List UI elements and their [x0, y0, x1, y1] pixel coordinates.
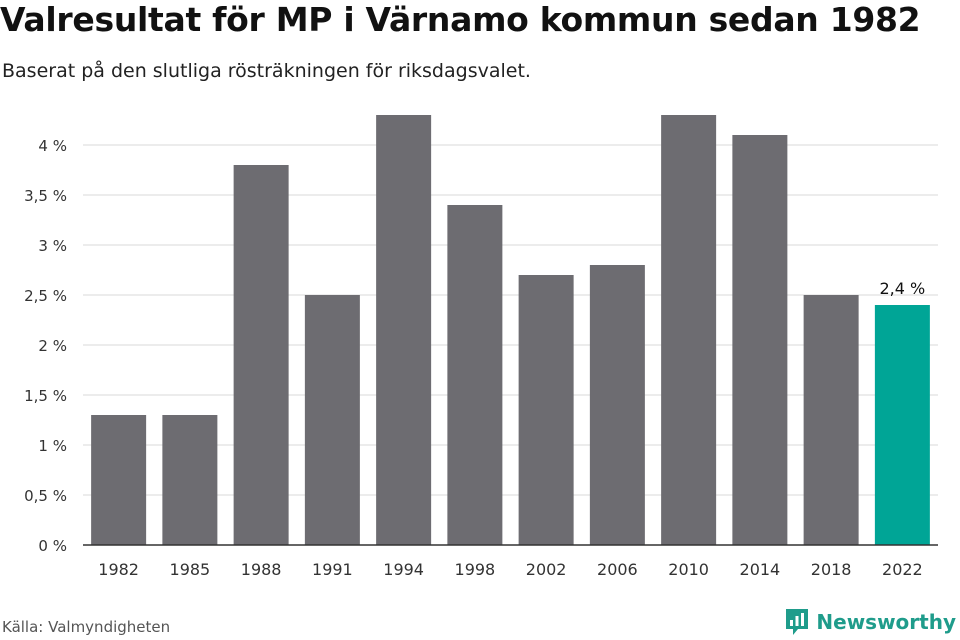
data-label: 2,4 % — [880, 279, 926, 298]
chart-subtitle: Baserat på den slutliga rösträkningen fö… — [2, 60, 531, 82]
y-tick-label: 1 % — [38, 437, 67, 455]
bar-chart: 0 % 0,5 % 1 % 1,5 % 2 % 2,5 % 3 % 3,5 % 4 % 1982 1… — [24, 115, 938, 579]
bar — [518, 275, 574, 545]
x-tick-label: 1991 — [312, 560, 353, 579]
x-tick-label: 1985 — [170, 560, 211, 579]
bar-chart-icon — [786, 609, 809, 635]
x-tick-label: 1982 — [98, 560, 139, 579]
bar — [91, 415, 147, 545]
brand-logo: Newsworthy — [784, 607, 956, 637]
x-tick-label: 2010 — [668, 560, 709, 579]
bar — [589, 265, 645, 545]
source-note: Källa: Valmyndigheten — [2, 618, 171, 636]
bar — [304, 295, 360, 545]
y-tick-label: 2 % — [38, 337, 67, 355]
x-tick-label: 2022 — [882, 560, 923, 579]
bar — [803, 295, 859, 545]
x-tick-label: 2018 — [811, 560, 852, 579]
bar — [162, 415, 218, 545]
y-tick-label: 1,5 % — [24, 387, 67, 405]
bar — [732, 135, 788, 545]
x-tick-label: 1988 — [241, 560, 282, 579]
bar — [233, 165, 289, 545]
y-tick-label: 3,5 % — [24, 187, 67, 205]
chart-title: Valresultat för MP i Värnamo kommun seda… — [0, 0, 921, 39]
y-tick-label: 0 % — [38, 537, 67, 555]
x-tick-label: 1994 — [383, 560, 424, 579]
brand-name: Newsworthy — [816, 610, 956, 634]
bar — [874, 305, 930, 545]
x-tick-label: 2002 — [526, 560, 567, 579]
y-tick-label: 2,5 % — [24, 287, 67, 305]
bar — [447, 205, 503, 545]
y-tick-label: 3 % — [38, 237, 67, 255]
bar — [376, 115, 432, 545]
x-tick-label: 2006 — [597, 560, 638, 579]
bar — [661, 115, 717, 545]
x-tick-label: 1998 — [455, 560, 496, 579]
y-tick-label: 0,5 % — [24, 487, 67, 505]
x-tick-label: 2014 — [740, 560, 781, 579]
y-tick-label: 4 % — [38, 137, 67, 155]
